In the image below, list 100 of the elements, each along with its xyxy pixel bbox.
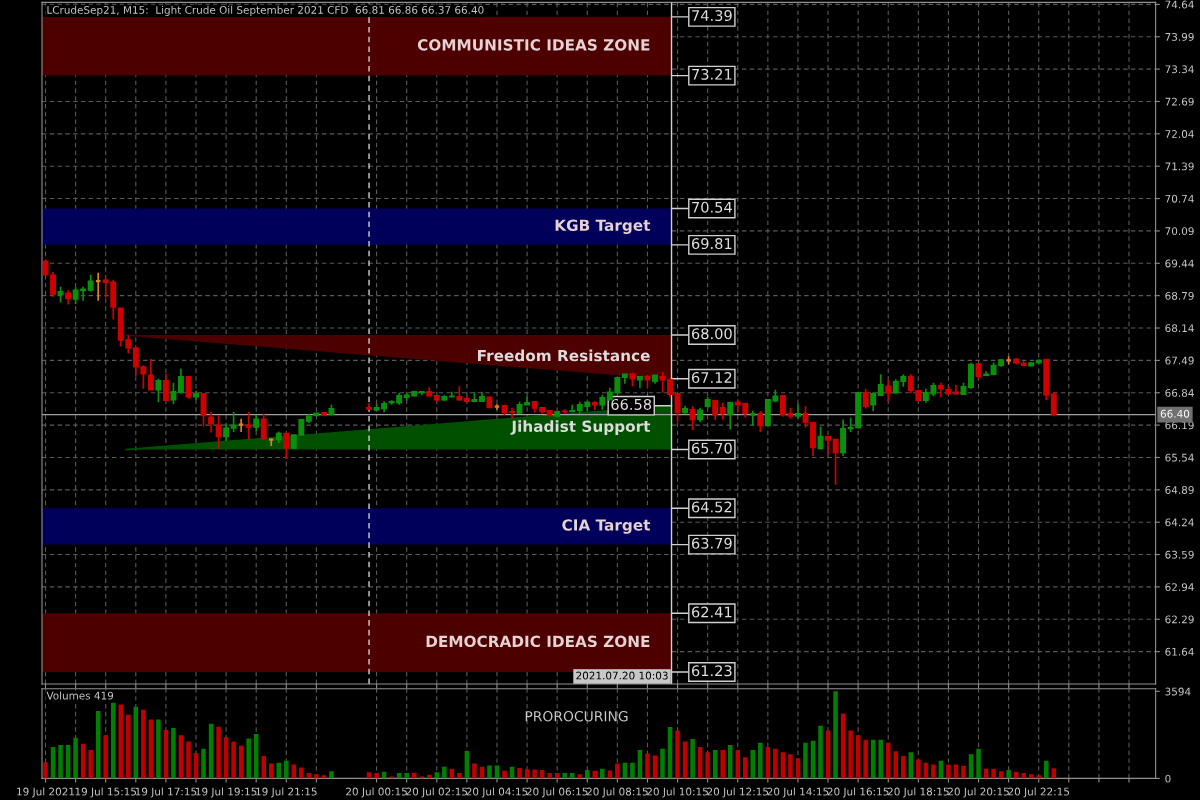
bar bbox=[833, 691, 838, 779]
x-tick-label: 19 Jul 2021 bbox=[17, 787, 75, 798]
y-tick-label: 62.29 bbox=[1165, 615, 1194, 624]
y-tick-label: 70.09 bbox=[1165, 227, 1194, 236]
x-tick-label: 20 Jul 04:15 bbox=[466, 787, 528, 798]
y-tick-label: 61.64 bbox=[1165, 647, 1194, 656]
bar bbox=[201, 748, 206, 779]
candlestick bbox=[832, 438, 839, 486]
y-tick-label: 74.64 bbox=[1165, 0, 1194, 9]
candlestick bbox=[877, 373, 884, 397]
y-tick-label: 66.84 bbox=[1165, 388, 1194, 397]
candlestick bbox=[230, 410, 237, 433]
y-tick-label: 73.99 bbox=[1165, 32, 1194, 41]
annotation: 64.52 bbox=[692, 501, 732, 513]
bar bbox=[547, 773, 552, 779]
annotation: 67.12 bbox=[692, 372, 732, 384]
annotation: 65.70 bbox=[692, 442, 732, 454]
bar bbox=[585, 769, 590, 779]
annotation: 68.00 bbox=[692, 328, 732, 340]
bar bbox=[532, 769, 537, 779]
y-tick-label: 62.94 bbox=[1165, 583, 1194, 592]
bar bbox=[600, 768, 605, 779]
bar bbox=[186, 741, 191, 779]
bar bbox=[615, 763, 620, 779]
x-tick-label: 20 Jul 06:15 bbox=[526, 787, 588, 798]
y-tick-label: 3594 bbox=[1165, 687, 1191, 696]
bar bbox=[73, 737, 78, 779]
y-tick-label: 0 bbox=[1165, 774, 1171, 783]
y-tick-label: 65.54 bbox=[1165, 453, 1194, 462]
bar bbox=[562, 773, 567, 779]
bar bbox=[103, 735, 108, 779]
bar bbox=[916, 759, 921, 779]
candlestick bbox=[245, 410, 252, 441]
bar bbox=[773, 748, 778, 779]
bar bbox=[261, 756, 266, 779]
bar bbox=[472, 763, 477, 779]
bar bbox=[788, 754, 793, 779]
bar bbox=[58, 744, 63, 779]
candlestick bbox=[757, 410, 764, 433]
bar bbox=[735, 750, 741, 779]
bar bbox=[720, 750, 725, 779]
candlestick bbox=[50, 270, 56, 298]
bar bbox=[848, 730, 853, 779]
bar bbox=[1043, 760, 1049, 779]
bar bbox=[457, 773, 462, 779]
bar bbox=[818, 725, 823, 779]
bar bbox=[991, 768, 996, 779]
candlestick bbox=[749, 409, 756, 427]
candlestick bbox=[870, 391, 877, 412]
bar bbox=[141, 709, 146, 779]
candlestick bbox=[177, 368, 184, 395]
bar bbox=[660, 748, 665, 779]
bar bbox=[878, 739, 883, 779]
candlestick bbox=[689, 405, 696, 431]
y-tick-label: 67.49 bbox=[1165, 356, 1194, 365]
bar bbox=[171, 728, 176, 779]
candlestick bbox=[215, 414, 222, 450]
bar bbox=[705, 752, 710, 779]
candlestick bbox=[674, 391, 681, 424]
chart-title: Volumes 419 bbox=[46, 691, 114, 700]
bar bbox=[231, 741, 236, 779]
bar bbox=[946, 764, 951, 779]
bar bbox=[442, 766, 447, 779]
bar bbox=[690, 738, 695, 779]
y-tick-label: 73.34 bbox=[1165, 65, 1194, 74]
y-tick-label: 68.79 bbox=[1165, 291, 1194, 300]
x-tick-label: 20 Jul 14:15 bbox=[767, 787, 829, 798]
x-tick-label: 20 Jul 18:15 bbox=[887, 787, 949, 798]
candlestick bbox=[260, 412, 267, 441]
annotation: 61.23 bbox=[692, 665, 732, 677]
annotation: 63.79 bbox=[692, 537, 732, 549]
candlestick bbox=[162, 372, 169, 403]
annotation: 73.21 bbox=[692, 68, 732, 80]
bar bbox=[931, 764, 936, 779]
y-tick-label: 63.59 bbox=[1165, 550, 1194, 559]
chart-title: LCrudeSep21, M15: Light Crude Oil September 2021 CFD 66.81 66.86 66.37 66.40 bbox=[47, 5, 484, 16]
bar bbox=[803, 742, 808, 779]
bar bbox=[374, 773, 379, 779]
y-tick-label: 70.74 bbox=[1165, 194, 1194, 203]
x-tick-label: 20 Jul 08:15 bbox=[586, 787, 648, 798]
bar bbox=[88, 750, 93, 779]
y-tick-label: 64.89 bbox=[1165, 486, 1194, 494]
y-tick-label: 64.24 bbox=[1165, 518, 1194, 527]
bar bbox=[645, 753, 650, 779]
bar bbox=[487, 765, 492, 779]
bar bbox=[630, 762, 635, 779]
ref-line-label: 2021.07.20 10:03 bbox=[576, 671, 668, 680]
x-tick-label: 20 Jul 10:15 bbox=[647, 787, 708, 798]
series-label: Freedom Resistance bbox=[478, 349, 650, 362]
x-tick-label: 19 Jul 19:15 bbox=[196, 787, 257, 798]
candlestick bbox=[155, 377, 162, 404]
band-label: KGB Target bbox=[555, 219, 651, 235]
x-tick-label: 19 Jul 17:15 bbox=[135, 787, 197, 798]
bar bbox=[284, 760, 289, 779]
bar bbox=[426, 774, 432, 779]
bar bbox=[156, 719, 161, 779]
x-tick-label: 20 Jul 20:15 bbox=[948, 787, 1009, 798]
bar bbox=[901, 756, 906, 779]
bar bbox=[404, 773, 409, 779]
candlestick bbox=[283, 432, 290, 460]
